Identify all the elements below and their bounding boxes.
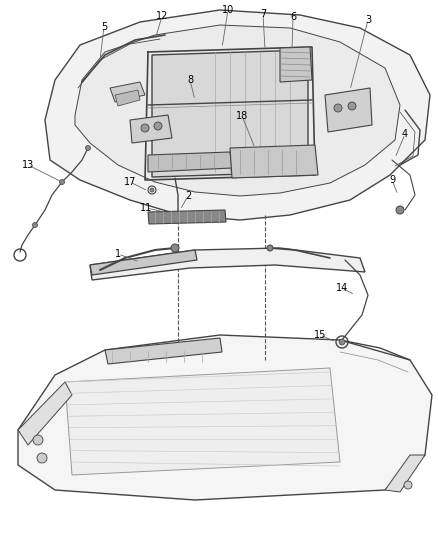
Polygon shape (105, 338, 222, 364)
Text: 11: 11 (140, 203, 152, 213)
Text: 3: 3 (364, 15, 370, 25)
Polygon shape (324, 88, 371, 132)
Text: 14: 14 (335, 283, 347, 293)
Circle shape (266, 245, 272, 251)
Text: 8: 8 (187, 75, 193, 85)
Text: 2: 2 (184, 191, 191, 201)
Polygon shape (18, 382, 72, 445)
Text: 7: 7 (259, 9, 265, 19)
Polygon shape (75, 25, 399, 196)
Polygon shape (45, 10, 429, 220)
Text: 10: 10 (221, 5, 233, 15)
Polygon shape (152, 50, 307, 177)
Text: 12: 12 (155, 11, 168, 21)
Circle shape (395, 206, 403, 214)
Circle shape (85, 146, 90, 150)
Text: 5: 5 (101, 22, 107, 32)
Text: 18: 18 (235, 111, 247, 121)
Circle shape (338, 339, 344, 345)
Polygon shape (18, 335, 431, 500)
Polygon shape (148, 152, 231, 172)
Text: 13: 13 (22, 160, 34, 170)
Polygon shape (90, 248, 364, 280)
Circle shape (32, 222, 37, 228)
Circle shape (150, 188, 154, 192)
Text: 17: 17 (124, 177, 136, 187)
Circle shape (403, 481, 411, 489)
Polygon shape (148, 210, 226, 224)
Circle shape (37, 453, 47, 463)
Text: 6: 6 (289, 12, 295, 22)
Circle shape (171, 244, 179, 252)
Circle shape (33, 435, 43, 445)
Polygon shape (230, 145, 317, 178)
Circle shape (60, 180, 64, 184)
Polygon shape (384, 455, 424, 492)
Circle shape (141, 124, 148, 132)
Polygon shape (115, 90, 140, 106)
Text: 4: 4 (401, 129, 407, 139)
Polygon shape (110, 82, 145, 102)
Polygon shape (65, 368, 339, 475)
Circle shape (347, 102, 355, 110)
Text: 15: 15 (313, 330, 325, 340)
Circle shape (154, 122, 162, 130)
Text: 9: 9 (388, 175, 394, 185)
Polygon shape (90, 250, 197, 275)
Polygon shape (279, 47, 311, 82)
Text: 1: 1 (115, 249, 121, 259)
Circle shape (333, 104, 341, 112)
Polygon shape (130, 115, 172, 143)
